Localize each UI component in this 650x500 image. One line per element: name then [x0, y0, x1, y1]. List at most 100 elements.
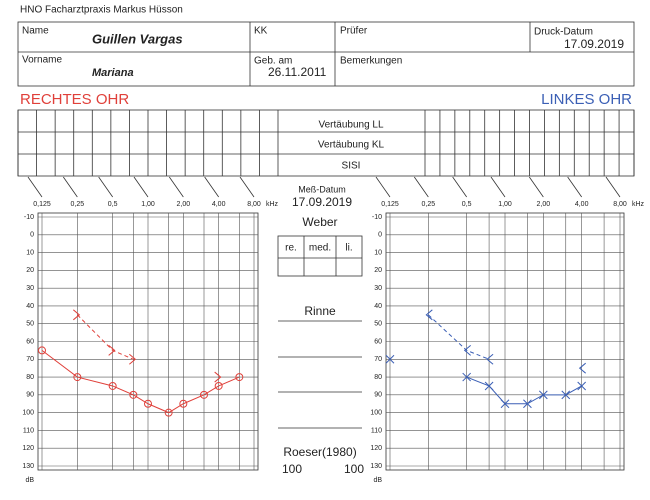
series-line: [427, 314, 490, 360]
label: Vorname: [22, 55, 62, 66]
y-tick-label: 40: [374, 303, 382, 310]
date-label: Meß-Datum: [298, 184, 346, 194]
marker: [578, 362, 586, 374]
x-tick-label: 8,00: [247, 201, 261, 208]
weber-col: med.: [309, 243, 331, 254]
marker: [462, 372, 472, 382]
y-tick-label: 130: [370, 463, 382, 470]
y-tick-label: 10: [26, 249, 34, 256]
x-tick-label: 4,00: [212, 201, 226, 208]
marker: [129, 390, 138, 399]
marker: [500, 399, 510, 409]
y-tick-label: 90: [374, 392, 382, 399]
x-tick-label: 0,25: [71, 201, 85, 208]
x-tick-label: 4,00: [575, 201, 589, 208]
label: KK: [254, 26, 268, 37]
y-unit: dB: [373, 477, 382, 484]
marker: [200, 390, 209, 399]
y-tick-label: 90: [26, 392, 34, 399]
y-tick-label: -10: [372, 214, 382, 221]
x-tick: [98, 176, 113, 198]
weber-box: [277, 235, 363, 277]
label: Druck-Datum: [534, 27, 593, 38]
marker: [73, 373, 82, 382]
x-tick-label: 8,00: [613, 201, 627, 208]
x-tick-label: 0,5: [108, 201, 118, 208]
x-tick-label: 2,00: [177, 201, 191, 208]
x-tick: [63, 176, 78, 198]
roeser-value: 100: [344, 462, 364, 476]
rinne: Rinne: [304, 304, 336, 318]
y-tick-label: 60: [374, 338, 382, 345]
practice: HNO Facharztpraxis Markus Hüsson: [20, 5, 183, 16]
marker: [108, 345, 116, 356]
marker: [108, 381, 117, 390]
y-unit: dB: [25, 477, 34, 484]
roeser: Roeser(1980): [283, 445, 356, 459]
marker: [144, 399, 152, 408]
y-tick-label: 50: [26, 321, 34, 328]
y-tick-label: 60: [26, 338, 34, 345]
x-tick: [133, 176, 149, 198]
label: Prüfer: [340, 26, 368, 37]
x-tick: [27, 176, 43, 198]
y-tick-label: 30: [26, 285, 34, 292]
marker: [235, 373, 244, 382]
x-tick: [204, 176, 219, 198]
mask-label: Vertäubung LL: [318, 120, 383, 131]
marker: [484, 381, 494, 391]
y-tick-label: 50: [374, 321, 382, 328]
label: Bemerkungen: [340, 56, 402, 67]
marker: [385, 354, 395, 364]
y-tick-label: 20: [374, 267, 382, 274]
weber-col: li.: [345, 243, 352, 254]
value: Guillen Vargas: [92, 31, 183, 46]
y-tick-label: 10: [374, 249, 382, 256]
x-tick-label: 1,00: [498, 201, 512, 208]
y-tick-label: 70: [26, 356, 34, 363]
x-tick-label: 1,00: [141, 201, 155, 208]
x-tick: [490, 176, 506, 198]
label: Geb. am: [254, 56, 292, 67]
y-tick-label: -10: [24, 214, 34, 221]
x-tick: [414, 176, 429, 198]
marker: [425, 309, 433, 321]
y-tick-label: 110: [371, 427, 382, 434]
series-line: [466, 376, 582, 405]
y-tick-label: 120: [22, 445, 34, 452]
series-line: [76, 314, 134, 360]
y-tick-label: 100: [370, 409, 382, 416]
marker: [164, 408, 173, 417]
y-tick-label: 70: [374, 356, 382, 363]
value: 17.09.2019: [564, 37, 624, 51]
x-unit: kHz: [266, 201, 279, 208]
weber: Weber: [302, 215, 337, 229]
x-tick-label: 0,125: [33, 201, 51, 208]
x-tick: [169, 176, 184, 198]
marker: [577, 381, 587, 391]
y-tick-label: 100: [22, 409, 34, 416]
series-line: [41, 349, 240, 414]
roeser-value: 100: [282, 462, 302, 476]
weber-col: re.: [285, 243, 297, 254]
y-tick-label: 120: [370, 445, 382, 452]
marker: [486, 353, 494, 365]
marker: [179, 399, 188, 408]
marker: [538, 390, 548, 400]
marker: [129, 353, 137, 365]
x-tick: [239, 176, 255, 198]
ear-title: LINKES OHR: [541, 91, 632, 108]
y-tick-label: 80: [26, 374, 34, 381]
y-tick-label: 20: [26, 267, 34, 274]
x-tick-label: 2,00: [537, 201, 551, 208]
value: 26.11.2011: [268, 65, 327, 79]
marker: [214, 371, 222, 383]
marker: [38, 346, 46, 355]
x-tick-label: 0,125: [381, 201, 399, 208]
y-tick-label: 0: [378, 232, 382, 239]
y-tick-label: 0: [30, 232, 34, 239]
y-tick-label: 30: [374, 285, 382, 292]
x-tick-label: 0,5: [462, 201, 472, 208]
marker: [73, 309, 81, 321]
